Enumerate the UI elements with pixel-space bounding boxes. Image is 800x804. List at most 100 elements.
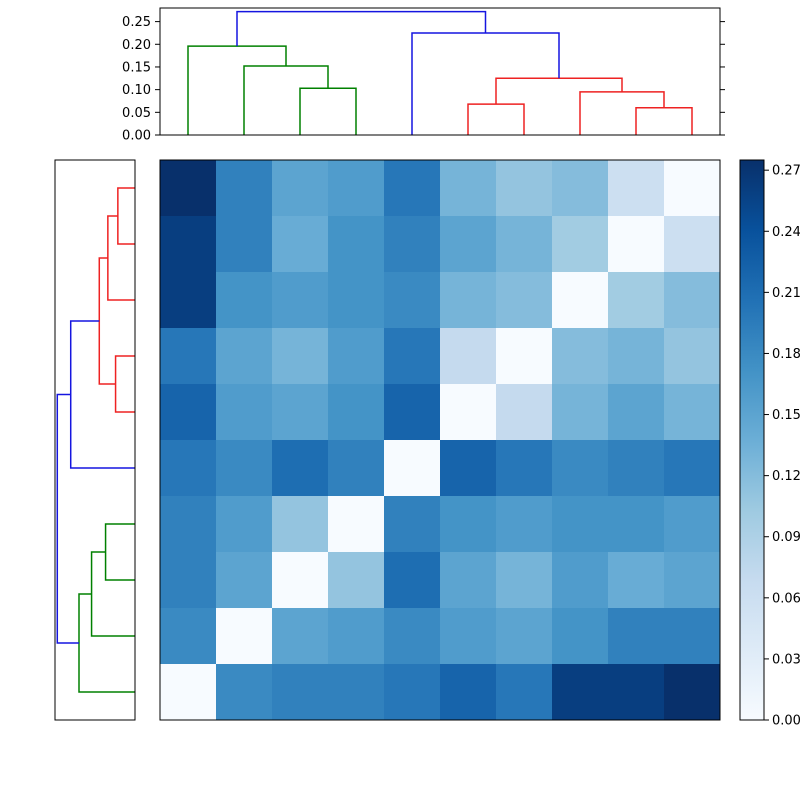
heatmap-cell [664,664,720,720]
heatmap-cell [384,160,440,216]
heatmap-cell [608,328,664,384]
heatmap-cell [328,552,384,608]
heatmap-cell [160,496,216,552]
heatmap-matrix [160,160,720,720]
dendrogram-link [69,320,135,469]
heatmap-cell [496,440,552,496]
heatmap-cell [552,552,608,608]
heatmap-cell [608,440,664,496]
heatmap-cell [328,384,384,440]
heatmap-cell [328,496,384,552]
left-dendrogram [56,187,135,693]
colorbar-tick-label: 0.00 [772,714,800,729]
heatmap-cell [440,440,496,496]
heatmap-cell [272,384,328,440]
dendrogram-link [117,187,135,245]
heatmap-cell [664,384,720,440]
heatmap-cell [216,440,272,496]
heatmap-cell [384,664,440,720]
colorbar-tick-label: 0.03 [772,652,800,667]
heatmap-cell [664,608,720,664]
dendrogram-link [56,393,79,644]
y-axis-tick-label: 0.05 [122,106,151,121]
heatmap-cell [496,272,552,328]
heatmap-cell [328,216,384,272]
heatmap-cell [328,608,384,664]
heatmap-cell [272,440,328,496]
y-axis-tick-label: 0.20 [122,38,151,53]
heatmap-cell [440,608,496,664]
heatmap-cell [272,328,328,384]
heatmap-cell [664,272,720,328]
heatmap-cell [496,496,552,552]
dendrogram-link [299,87,357,135]
heatmap-cell [552,160,608,216]
heatmap-cell [496,328,552,384]
y-axis-tick-label: 0.10 [122,83,151,98]
axes-and-ticks: 0.00 0.05 0.10 0.15 0.20 0.25 [54,7,725,721]
heatmap-cell [160,664,216,720]
heatmap-cell [216,608,272,664]
heatmap-cell [216,272,272,328]
heatmap-cell [160,552,216,608]
heatmap-cell [160,216,216,272]
heatmap-cell [328,272,384,328]
dendrogram-link [467,103,525,135]
heatmap-cell [272,552,328,608]
colorbar-tick-label: 0.18 [772,347,800,362]
heatmap-frame [159,159,721,721]
dendrogram-link [635,107,693,135]
heatmap-cell [496,552,552,608]
dendrogram-link [90,551,135,637]
heatmap-cell [552,440,608,496]
heatmap-cell [216,384,272,440]
dendrogram-link [78,593,135,693]
heatmap-cell [552,328,608,384]
heatmap-cell [272,608,328,664]
colorbar-tick-label: 0.15 [772,408,800,423]
heatmap-cell [552,216,608,272]
heatmap-cell [552,496,608,552]
heatmap-cell [216,328,272,384]
heatmap-cell [608,272,664,328]
y-axis-tick-label: 0.00 [122,129,151,144]
heatmap-cell [384,272,440,328]
heatmap-cell [160,440,216,496]
heatmap-cell [384,384,440,440]
heatmap-cell [272,664,328,720]
heatmap-cell [328,328,384,384]
heatmap-cell [440,216,496,272]
heatmap-cell [496,384,552,440]
heatmap-cell [160,608,216,664]
heatmap-cell [496,608,552,664]
colorbar-tick-label: 0.27 [772,164,800,179]
heatmap-cell [216,160,272,216]
heatmap-cell [664,328,720,384]
dendrogram-link [236,10,487,47]
left-dendrogram-frame [54,159,136,721]
y-axis-tick-label: 0.25 [122,15,151,30]
heatmap-cell [664,496,720,552]
heatmap-cell [160,160,216,216]
heatmap-cell [664,160,720,216]
dendrogram-link [579,91,665,135]
heatmap-cell [608,664,664,720]
heatmap-cell [384,328,440,384]
heatmap-cell [552,664,608,720]
colorbar-frame [739,159,765,721]
colorbar: 0.00 0.03 0.06 0.09 0.12 0.15 0.18 0.21 0.24 0.27 [739,159,800,729]
heatmap-cell [440,328,496,384]
heatmap-cell [328,160,384,216]
heatmap-cell [216,216,272,272]
heatmap-cell [496,664,552,720]
heatmap-cell [272,272,328,328]
heatmap-cell [384,608,440,664]
heatmap-cell [552,608,608,664]
top-dendrogram [187,10,693,135]
heatmap-cell [384,440,440,496]
dendrogram-link [114,355,135,413]
heatmap-cell [440,552,496,608]
heatmap-cell [440,664,496,720]
